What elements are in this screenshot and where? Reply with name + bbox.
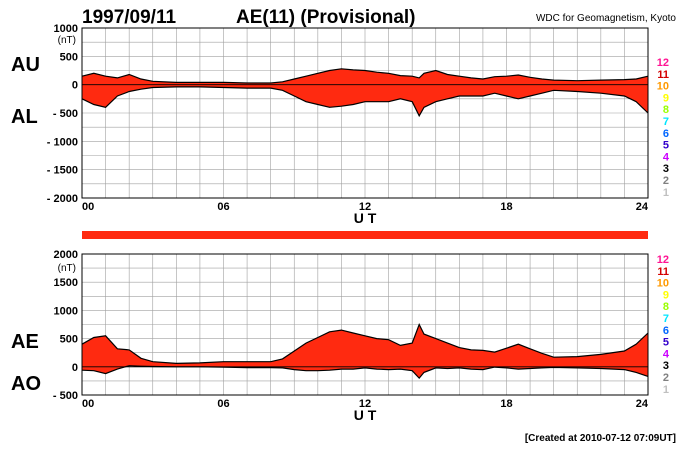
top-unit-label: (nT) bbox=[58, 35, 76, 46]
top-series-label-au: AU bbox=[11, 54, 40, 76]
bottom-legend-number: 2 bbox=[663, 372, 669, 384]
bottom-legend-number: 7 bbox=[663, 313, 669, 325]
bottom-legend-number: 8 bbox=[663, 301, 669, 313]
bottom-legend-number: 12 bbox=[657, 254, 669, 266]
top-legend-number: 4 bbox=[663, 151, 670, 163]
top-legend-number: 9 bbox=[663, 92, 669, 104]
bottom-envelope-fill bbox=[82, 324, 648, 379]
top-envelope-fill bbox=[82, 68, 648, 116]
top-y-tick-label: 0 bbox=[72, 80, 78, 92]
chart-title: AE(11) (Provisional) bbox=[236, 7, 416, 28]
top-y-tick-label: 500 bbox=[60, 51, 78, 63]
top-legend-number: 5 bbox=[663, 140, 669, 152]
bottom-x-tick-label: 06 bbox=[217, 398, 229, 410]
source-label: WDC for Geomagnetism, Kyoto bbox=[536, 13, 676, 24]
top-legend-number: 6 bbox=[663, 128, 669, 140]
top-legend-number: 11 bbox=[657, 69, 669, 81]
top-series-label-al: AL bbox=[11, 106, 38, 128]
bottom-series-ae-line bbox=[81, 323, 649, 365]
bottom-y-tick-label: 2000 bbox=[54, 249, 78, 261]
top-series-al-line bbox=[81, 86, 649, 118]
bottom-unit-label: (nT) bbox=[58, 263, 76, 274]
bottom-legend-number: 11 bbox=[657, 266, 669, 278]
bottom-x-tick-label: 00 bbox=[82, 398, 94, 410]
bottom-legend-number: 9 bbox=[663, 289, 669, 301]
bottom-legend-number: 10 bbox=[657, 278, 669, 290]
top-x-tick-label: 18 bbox=[500, 201, 512, 213]
bottom-legend-number: 6 bbox=[663, 325, 669, 337]
top-x-tick-label: 12 bbox=[359, 201, 371, 213]
bottom-x-tick-label: 24 bbox=[636, 398, 649, 410]
top-y-tick-label: - 1000 bbox=[47, 136, 78, 148]
bottom-x-tick-label: 18 bbox=[500, 398, 512, 410]
date-title: 1997/09/11 bbox=[82, 7, 176, 28]
top-plot-frame bbox=[81, 27, 649, 199]
top-legend-number: 7 bbox=[663, 116, 669, 128]
top-y-tick-label: 1000 bbox=[54, 23, 78, 35]
bottom-legend-number: 5 bbox=[663, 337, 669, 349]
bottom-legend-number: 3 bbox=[663, 360, 669, 372]
top-x-tick-label: 24 bbox=[636, 201, 649, 213]
bottom-legend-number: 4 bbox=[663, 348, 670, 360]
top-legend-number: 12 bbox=[657, 57, 669, 69]
top-x-axis-label: U T bbox=[354, 210, 377, 226]
top-legend-number: 2 bbox=[663, 175, 669, 187]
bottom-x-tick-label: 12 bbox=[359, 398, 371, 410]
top-x-tick-label: 00 bbox=[82, 201, 94, 213]
bottom-x-axis-label: U T bbox=[354, 407, 377, 423]
separator-bar bbox=[82, 231, 648, 239]
bottom-plot-frame bbox=[81, 253, 649, 396]
bottom-y-tick-label: 500 bbox=[60, 334, 78, 346]
top-series-au-line bbox=[81, 68, 649, 84]
bottom-y-tick-label: - 500 bbox=[53, 390, 78, 402]
bottom-y-tick-label: 0 bbox=[72, 362, 78, 374]
top-legend-number: 10 bbox=[657, 81, 669, 93]
top-legend-number: 3 bbox=[663, 163, 669, 175]
top-y-tick-label: - 2000 bbox=[47, 193, 78, 205]
bottom-series-label-ae: AE bbox=[11, 331, 39, 353]
bottom-y-tick-label: 1500 bbox=[54, 277, 78, 289]
top-legend-number: 8 bbox=[663, 104, 669, 116]
top-y-tick-label: - 1500 bbox=[47, 165, 78, 177]
created-label: [Created at 2010-07-12 07:09UT] bbox=[525, 433, 676, 444]
top-legend-number: 1 bbox=[663, 187, 669, 199]
bottom-legend-number: 1 bbox=[663, 384, 669, 396]
bottom-series-label-ao: AO bbox=[11, 373, 41, 395]
bottom-y-tick-label: 1000 bbox=[54, 305, 78, 317]
top-y-tick-label: - 500 bbox=[53, 108, 78, 120]
top-x-tick-label: 06 bbox=[217, 201, 229, 213]
